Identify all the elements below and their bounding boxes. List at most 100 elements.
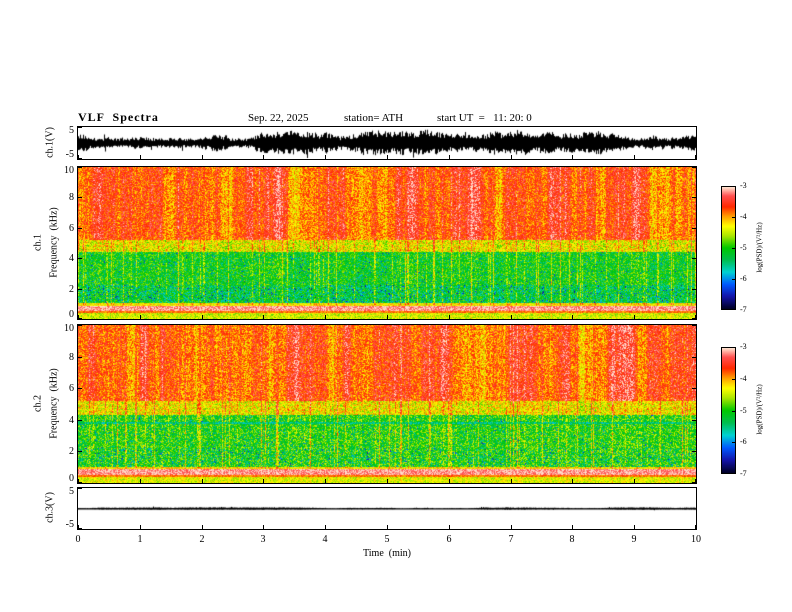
tick-mark: [140, 155, 141, 159]
tick-mark: [78, 325, 82, 326]
tick-mark: [202, 155, 203, 159]
tick-mark: [78, 315, 79, 319]
x-tick-label: 9: [631, 534, 637, 545]
ch3-waveform-canvas: [78, 488, 696, 529]
tick-mark: [692, 318, 696, 319]
ch3-waveform-panel: [77, 487, 697, 530]
tick-mark: [732, 186, 735, 187]
x-tick-label: 7: [508, 534, 514, 545]
tick-mark: [202, 315, 203, 319]
tick-mark: [732, 379, 735, 380]
tick-mark: [202, 525, 203, 529]
tick-mark: [692, 258, 696, 259]
y-tick-label: 4: [69, 253, 74, 264]
tick-mark: [78, 479, 79, 483]
tick-mark: [634, 155, 635, 159]
header-start-ut: start UT = 11: 20: 0: [437, 112, 532, 124]
colorbar-tick-label: -4: [740, 374, 747, 383]
tick-mark: [202, 479, 203, 483]
tick-mark: [692, 325, 696, 326]
colorbar-tick-label: -6: [740, 274, 747, 283]
tick-mark: [78, 197, 82, 198]
tick-mark: [692, 167, 696, 168]
tick-mark: [732, 473, 735, 474]
tick-mark: [572, 315, 573, 319]
tick-mark: [78, 420, 82, 421]
tick-mark: [263, 479, 264, 483]
tick-mark: [325, 525, 326, 529]
tick-mark: [263, 525, 264, 529]
tick-mark: [449, 155, 450, 159]
tick-mark: [572, 525, 573, 529]
ch1-spectrogram-panel: [77, 166, 697, 320]
tick-mark: [449, 479, 450, 483]
tick-mark: [692, 420, 696, 421]
y-tick-label: 4: [69, 415, 74, 426]
y-tick-label: 5: [69, 125, 74, 136]
y-tick-label: 10: [64, 165, 74, 176]
y-tick-label: 6: [69, 223, 74, 234]
tick-mark: [263, 155, 264, 159]
colorbar-tick-label: -5: [740, 406, 747, 415]
colorbar-tick-label: -6: [740, 437, 747, 446]
ch2-spectrogram-panel: [77, 324, 697, 484]
tick-mark: [78, 318, 82, 319]
tick-mark: [732, 411, 735, 412]
tick-mark: [387, 155, 388, 159]
tick-mark: [140, 479, 141, 483]
tick-mark: [634, 525, 635, 529]
tick-mark: [78, 482, 82, 483]
tick-mark: [263, 315, 264, 319]
tick-mark: [140, 525, 141, 529]
tick-mark: [78, 451, 82, 452]
tick-mark: [78, 158, 82, 159]
x-tick-label: 5: [384, 534, 390, 545]
ch2-spec-channel-label: ch.2: [32, 395, 44, 412]
colorbar-tick-label: -7: [740, 469, 747, 478]
x-tick-label: 10: [691, 534, 701, 545]
tick-mark: [695, 155, 696, 159]
tick-mark: [692, 451, 696, 452]
tick-mark: [692, 388, 696, 389]
tick-mark: [78, 155, 79, 159]
colorbar-tick-label: -3: [740, 342, 747, 351]
tick-mark: [732, 347, 735, 348]
tick-mark: [387, 479, 388, 483]
tick-mark: [78, 127, 82, 128]
x-axis-title: Time (min): [363, 548, 411, 559]
tick-mark: [78, 167, 82, 168]
ch1-spec-channel-label: ch.1: [32, 234, 44, 251]
tick-mark: [692, 228, 696, 229]
figure-title: VLF Spectra: [78, 110, 159, 124]
tick-mark: [572, 155, 573, 159]
tick-mark: [78, 388, 82, 389]
tick-mark: [78, 289, 82, 290]
tick-mark: [140, 315, 141, 319]
x-tick-label: 1: [137, 534, 143, 545]
y-tick-label: -5: [65, 519, 74, 530]
tick-mark: [695, 315, 696, 319]
tick-mark: [511, 525, 512, 529]
colorbar-ch2-canvas: [722, 348, 735, 473]
tick-mark: [78, 488, 82, 489]
tick-mark: [692, 357, 696, 358]
tick-mark: [78, 258, 82, 259]
y-tick-label: 8: [69, 192, 74, 203]
header-station: station= ATH: [344, 112, 404, 124]
tick-mark: [511, 315, 512, 319]
ch1-spectrogram-canvas: [78, 167, 696, 319]
x-tick-label: 8: [569, 534, 575, 545]
y-tick-label: 10: [64, 323, 74, 334]
tick-mark: [732, 248, 735, 249]
colorbar-ch1-canvas: [722, 187, 735, 309]
ch1-waveform-panel: [77, 126, 697, 160]
tick-mark: [732, 309, 735, 310]
tick-mark: [692, 197, 696, 198]
ch2-spectrogram-canvas: [78, 325, 696, 483]
tick-mark: [325, 155, 326, 159]
ch3-wave-ylabel: ch.3(V): [44, 492, 56, 523]
tick-mark: [78, 228, 82, 229]
y-tick-label: 2: [69, 284, 74, 295]
tick-mark: [572, 479, 573, 483]
